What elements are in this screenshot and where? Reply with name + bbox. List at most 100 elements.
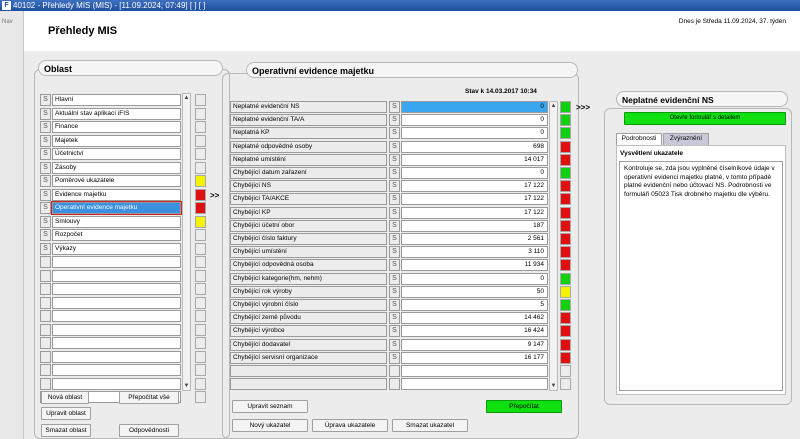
tab-zvyrazneni[interactable]: Zvýraznění <box>663 133 709 145</box>
scroll-down-icon[interactable]: ▼ <box>550 383 557 389</box>
indicator-s-cell[interactable]: S <box>389 153 400 166</box>
oblast-s-cell[interactable] <box>40 377 51 390</box>
indicator-s-cell[interactable]: S <box>389 351 400 364</box>
oblast-item[interactable]: Finance <box>52 121 181 133</box>
indicator-s-cell[interactable]: S <box>389 140 400 153</box>
oblast-s-cell[interactable] <box>40 364 51 376</box>
indicator-value[interactable]: 9 147 <box>401 338 548 351</box>
indicator-s-cell[interactable]: S <box>389 167 400 179</box>
oblast-item[interactable]: Zásoby <box>52 161 181 174</box>
recalc-all-button[interactable]: Přepočítat vše <box>119 391 179 404</box>
oblast-item[interactable] <box>52 377 181 390</box>
oblast-s-cell[interactable] <box>40 296 51 309</box>
oblast-s-cell[interactable]: S <box>40 121 51 133</box>
indicator-s-cell[interactable]: S <box>389 193 400 206</box>
indicator-label[interactable]: Chybějící rok výroby <box>230 285 387 298</box>
indicator-s-cell[interactable]: S <box>389 127 400 140</box>
oblast-item[interactable] <box>52 310 181 322</box>
oblast-item[interactable]: Majetek <box>52 134 181 147</box>
indicator-label[interactable]: Chybějící kategorie(hm, nehm) <box>230 272 387 285</box>
oblast-item[interactable]: Účetnictví <box>52 148 181 160</box>
nav-strip[interactable]: Nav <box>0 11 24 439</box>
indicator-value[interactable]: 0 <box>401 114 548 127</box>
indicator-value[interactable]: 0 <box>401 167 548 179</box>
oblast-item[interactable] <box>52 283 181 295</box>
indicator-label[interactable]: Chybějící číslo faktury <box>230 233 387 245</box>
indicator-label[interactable]: Neplatné evidenční NS <box>230 101 387 113</box>
oblast-s-cell[interactable]: S <box>40 242 51 255</box>
indicator-value[interactable]: 0 <box>401 127 548 140</box>
tab-podrobnosti[interactable]: Podrobnosti <box>616 133 662 145</box>
indicator-label[interactable]: Chybějící NS <box>230 180 387 193</box>
indicator-s-cell[interactable]: S <box>389 285 400 298</box>
oblast-item[interactable] <box>52 323 181 336</box>
indicator-label[interactable]: Neplatné evidenční TA/A <box>230 114 387 127</box>
oblast-s-cell[interactable] <box>40 350 51 363</box>
new-oblast-button[interactable]: Nová oblast <box>41 391 89 404</box>
oblast-s-cell[interactable] <box>40 283 51 295</box>
indicator-s-cell[interactable]: S <box>389 101 400 113</box>
responsibility-button[interactable]: Odpovědnosti <box>119 424 179 437</box>
scroll-up-icon[interactable]: ▲ <box>550 103 557 109</box>
indicator-value[interactable]: 0 <box>401 272 548 285</box>
indicator-value[interactable]: 17 122 <box>401 180 548 193</box>
oblast-s-cell[interactable] <box>40 323 51 336</box>
indicator-s-cell[interactable]: S <box>389 114 400 127</box>
indicator-s-cell[interactable]: S <box>389 246 400 259</box>
edit-list-button[interactable]: Upravit seznam <box>232 400 308 413</box>
oblast-s-cell[interactable]: S <box>40 161 51 174</box>
indicator-label[interactable]: Chybějící TA/AKCE <box>230 193 387 206</box>
indicator-value[interactable] <box>401 378 548 391</box>
indicator-label[interactable]: Neplatné odpovědné osoby <box>230 140 387 153</box>
indicator-label[interactable]: Chybějící servisní organizace <box>230 351 387 364</box>
indicator-value[interactable]: 17 122 <box>401 193 548 206</box>
indicator-value[interactable]: 16 177 <box>401 351 548 364</box>
oblast-item[interactable]: Rozpočet <box>52 229 181 241</box>
nav-label[interactable]: Nav <box>2 19 13 25</box>
indicator-s-cell[interactable]: S <box>389 259 400 272</box>
scroll-up-icon[interactable]: ▲ <box>183 95 190 101</box>
indicator-value[interactable]: 698 <box>401 140 548 153</box>
oblast-s-cell[interactable]: S <box>40 107 51 120</box>
oblast-s-cell[interactable]: S <box>40 134 51 147</box>
oblast-s-cell[interactable]: S <box>40 202 51 214</box>
edit-oblast-button[interactable]: Upravit oblast <box>41 407 91 420</box>
indicator-value[interactable]: 11 934 <box>401 259 548 272</box>
oblast-s-cell[interactable]: S <box>40 175 51 187</box>
oblast-item[interactable] <box>52 350 181 363</box>
indicator-label[interactable]: Neplatné umístění <box>230 153 387 166</box>
oblast-s-cell[interactable] <box>40 269 51 282</box>
delete-indicator-button[interactable]: Smazat ukazatel <box>392 419 468 432</box>
indicator-label[interactable]: Chybějící výrobce <box>230 325 387 338</box>
indicator-label[interactable]: Chybějící KP <box>230 206 387 219</box>
oblast-item[interactable]: Výkazy <box>52 242 181 255</box>
indicator-label[interactable]: Chybějící dodavatel <box>230 338 387 351</box>
oblast-item[interactable]: Aktuální stav aplikací iFIS <box>52 107 181 120</box>
indicator-s-cell[interactable]: S <box>389 219 400 232</box>
oblast-s-cell[interactable]: S <box>40 215 51 228</box>
open-detail-button[interactable]: Otevře formulář s detailem <box>624 112 786 125</box>
indicator-s-cell[interactable] <box>389 365 400 377</box>
edit-indicator-button[interactable]: Úprava ukazatele <box>312 419 388 432</box>
indicator-label[interactable] <box>230 365 387 377</box>
recalc-button[interactable]: Přepočítat <box>486 400 562 413</box>
indicator-s-cell[interactable]: S <box>389 325 400 338</box>
indicator-value[interactable]: 14 017 <box>401 153 548 166</box>
indicator-label[interactable]: Chybějící účetní obor <box>230 219 387 232</box>
indicator-s-cell[interactable]: S <box>389 272 400 285</box>
indicator-value[interactable]: 0 <box>401 101 548 113</box>
indicator-s-cell[interactable]: S <box>389 206 400 219</box>
indicator-s-cell[interactable]: S <box>389 312 400 325</box>
oblast-s-cell[interactable]: S <box>40 229 51 241</box>
indicator-label[interactable]: Chybějící výrobní číslo <box>230 299 387 311</box>
oblast-scrollbar[interactable]: ▲ ▼ <box>182 93 191 391</box>
oblast-s-cell[interactable]: S <box>40 188 51 201</box>
oblast-s-cell[interactable]: S <box>40 148 51 160</box>
indicator-s-cell[interactable]: S <box>389 338 400 351</box>
oblast-item[interactable] <box>52 337 181 349</box>
indicator-value[interactable]: 16 424 <box>401 325 548 338</box>
indicator-label[interactable] <box>230 378 387 391</box>
indicator-s-cell[interactable] <box>389 378 400 391</box>
oblast-item[interactable]: Hlavní <box>52 94 181 106</box>
indicator-s-cell[interactable]: S <box>389 233 400 245</box>
